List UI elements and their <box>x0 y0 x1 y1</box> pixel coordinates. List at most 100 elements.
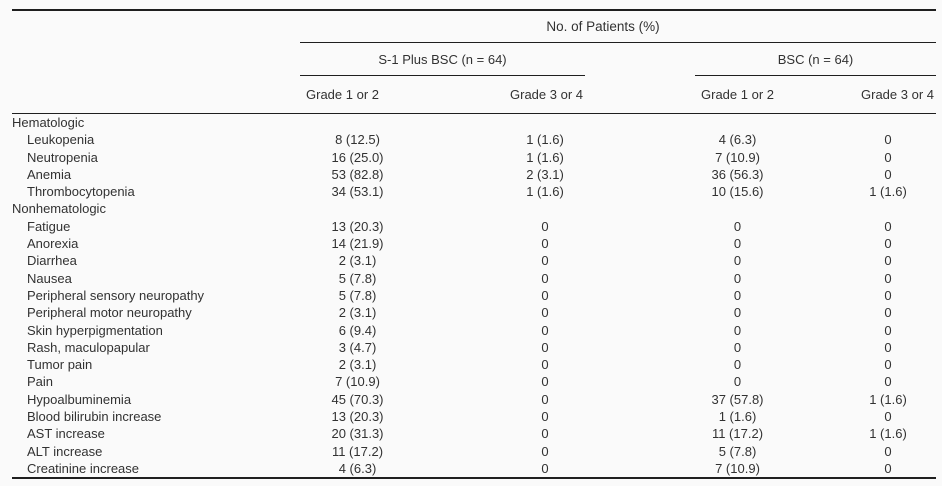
adverse-event-label: Anemia <box>27 166 72 182</box>
value-cell: 0 <box>884 166 892 182</box>
table-row: Anemia 53 (82.8) 2 (3.1) 36 (56.3) 0 <box>12 166 936 183</box>
table-row: Leukopenia 8 (12.5) 1 (1.6) 4 (6.3) 0 <box>12 131 936 148</box>
value-cell: 2 (3.1) <box>338 357 377 373</box>
column-gap <box>585 183 695 200</box>
value-cell: 0 <box>884 339 892 355</box>
value-cell: 2 (3.1) <box>338 305 377 321</box>
value-cell: 0 <box>541 253 549 269</box>
value-cell <box>300 200 415 217</box>
table-row: Peripheral motor neuropathy 2 (3.1) 0 0 0 <box>12 304 936 321</box>
value-cell: 11 (17.2) <box>331 443 384 459</box>
value-cell: 0 <box>884 409 892 425</box>
value-cell: 0 <box>733 357 742 373</box>
value-cell: 0 <box>541 322 549 338</box>
table-row: Tumor pain 2 (3.1) 0 0 0 <box>12 356 936 373</box>
value-cell: 1 (1.6) <box>526 132 564 148</box>
value-cell: 0 <box>541 218 549 234</box>
table-row: Hypoalbuminemia 45 (70.3) 0 37 (57.8) 1 (1.6… <box>12 391 936 408</box>
value-cell <box>415 200 585 217</box>
value-cell: 0 <box>733 339 742 355</box>
column-gap <box>585 443 695 460</box>
value-cell: 0 <box>884 287 892 303</box>
value-cell: 0 <box>884 132 892 148</box>
adverse-event-label: Anorexia <box>27 236 79 252</box>
column-gap <box>585 252 695 269</box>
value-cell: 16 (25.0) <box>331 149 384 165</box>
value-cell: 13 (20.3) <box>331 218 384 234</box>
table-row: Skin hyperpigmentation 6 (9.4) 0 0 0 <box>12 322 936 339</box>
value-cell: 0 <box>884 236 892 252</box>
adverse-event-label: Peripheral sensory neuropathy <box>27 287 205 303</box>
group-row-spacer <box>12 43 300 76</box>
table-title: No. of Patients (%) <box>300 9 937 43</box>
column-gap <box>585 408 695 425</box>
value-cell: 0 <box>884 305 892 321</box>
value-cell: 0 <box>541 409 549 425</box>
value-cell: 1 (1.6) <box>526 149 564 165</box>
value-cell: 4 (6.3) <box>718 132 757 148</box>
value-cell: 0 <box>541 357 549 373</box>
value-cell: 14 (21.9) <box>331 236 384 252</box>
value-cell <box>780 200 936 217</box>
value-cell: 1 (1.6) <box>869 184 907 200</box>
value-cell: 53 (82.8) <box>331 166 384 182</box>
value-cell: 0 <box>733 374 742 390</box>
value-cell: 36 (56.3) <box>711 166 764 182</box>
adverse-events-table: No. of Patients (%) S-1 Plus BSC (n = 64… <box>12 9 937 480</box>
value-cell: 0 <box>733 270 742 286</box>
value-cell: 0 <box>884 253 892 269</box>
value-cell <box>780 114 936 132</box>
value-cell: 10 (15.6) <box>711 184 764 200</box>
column-gap <box>585 218 695 235</box>
value-cell <box>300 114 415 132</box>
adverse-event-label: Leukopenia <box>27 132 95 148</box>
column-gap <box>585 322 695 339</box>
adverse-event-label: Peripheral motor neuropathy <box>27 305 192 321</box>
value-cell: 13 (20.3) <box>331 409 384 425</box>
column-gap <box>585 200 695 217</box>
adverse-event-label: Blood bilirubin increase <box>27 409 162 425</box>
column-gap <box>585 425 695 442</box>
column-gap <box>585 391 695 408</box>
value-cell: 5 (7.8) <box>718 443 757 459</box>
adverse-event-label: Fatigue <box>27 218 71 234</box>
table-row: Nausea 5 (7.8) 0 0 0 <box>12 270 936 287</box>
column-gap <box>585 114 695 132</box>
value-cell: 0 <box>733 253 742 269</box>
value-cell: 0 <box>541 443 549 459</box>
value-cell: 0 <box>541 287 549 303</box>
value-cell: 7 (10.9) <box>715 149 760 165</box>
adverse-event-label: Diarrhea <box>27 253 77 269</box>
value-cell: 2 (3.1) <box>338 253 377 269</box>
value-cell: 0 <box>733 305 742 321</box>
value-cell: 0 <box>541 236 549 252</box>
group-header-row: S-1 Plus BSC (n = 64) BSC (n = 64) <box>12 42 937 76</box>
table-row: Neutropenia 16 (25.0) 1 (1.6) 7 (10.9) 0 <box>12 149 936 166</box>
table-row: Pain 7 (10.9) 0 0 0 <box>12 373 936 390</box>
table-header: No. of Patients (%) S-1 Plus BSC (n = 64… <box>12 9 937 114</box>
table-row: Blood bilirubin increase 13 (20.3) 0 1 (1.6… <box>12 408 936 425</box>
value-cell: 2 (3.1) <box>526 166 564 182</box>
group-header-s1-plus-bsc: S-1 Plus BSC (n = 64) <box>300 42 585 76</box>
adverse-event-label: Pain <box>27 374 54 390</box>
column-gap <box>585 166 695 183</box>
adverse-event-label: Tumor pain <box>27 357 93 373</box>
value-cell <box>695 200 780 217</box>
title-row: No. of Patients (%) <box>12 9 937 43</box>
value-cell: 34 (53.1) <box>331 184 384 200</box>
column-row-spacer <box>12 75 300 114</box>
value-cell: 0 <box>733 218 742 234</box>
column-gap <box>585 270 695 287</box>
adverse-event-label: Neutropenia <box>27 149 98 165</box>
value-cell: 0 <box>733 322 742 338</box>
adverse-event-label: Hypoalbuminemia <box>27 391 132 407</box>
adverse-event-label: Creatinine increase <box>12 459 300 480</box>
value-cell: 1 (1.6) <box>526 184 564 200</box>
adverse-event-label: Skin hyperpigmentation <box>27 322 163 338</box>
column-gap <box>585 131 695 148</box>
table-row: Fatigue 13 (20.3) 0 0 0 <box>12 218 936 235</box>
value-cell: 45 (70.3) <box>331 391 384 407</box>
adverse-event-label: Rash, maculopapular <box>27 339 150 355</box>
value-cell: 0 <box>541 391 549 407</box>
column-gap <box>585 235 695 252</box>
